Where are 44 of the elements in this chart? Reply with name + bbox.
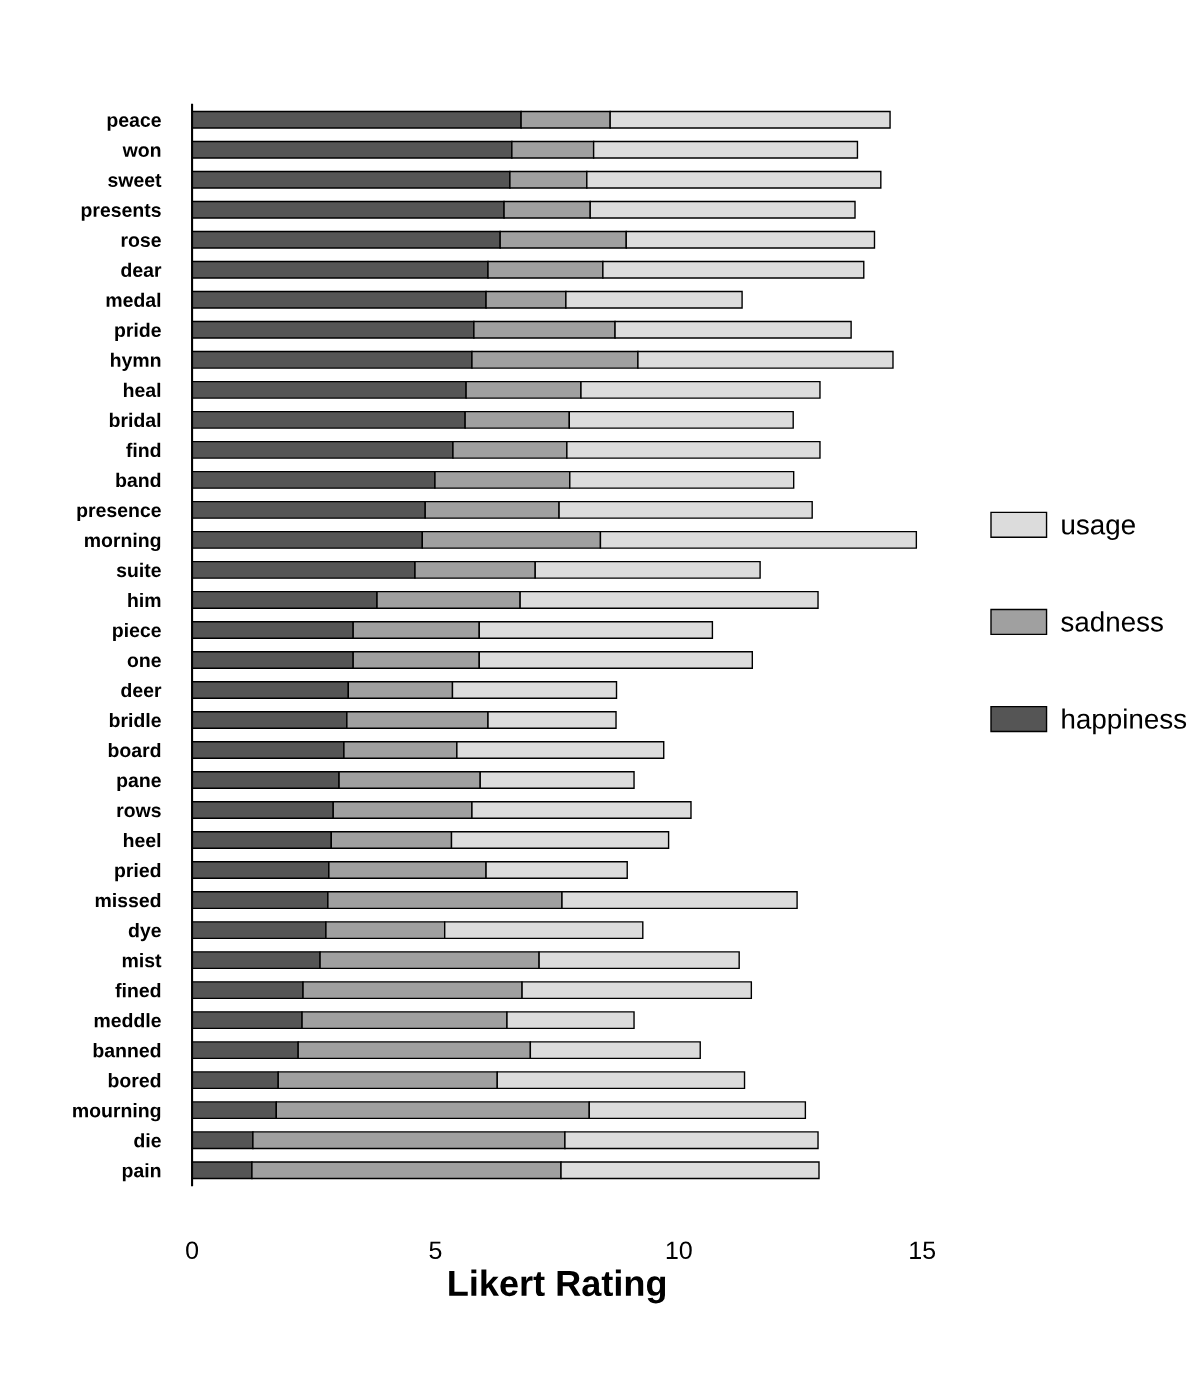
y-tick-label: meddle — [94, 1013, 161, 1028]
y-tick-label: deer — [121, 682, 162, 698]
y-tick-label: band — [116, 472, 161, 488]
y-tick-label: heal — [123, 382, 161, 398]
y-tick-label: rows — [117, 806, 161, 818]
y-tick-label: dye — [128, 923, 161, 942]
y-tick-label: find — [126, 442, 161, 458]
x-tick-label: 5 — [429, 1241, 442, 1260]
y-tick-label: hymn — [111, 352, 161, 371]
x-tick-label: 15 — [910, 1241, 936, 1260]
legend-label: usage — [1062, 519, 1135, 541]
y-tick-label: pride — [115, 322, 161, 341]
legend-label: happiness — [1062, 708, 1187, 735]
y-tick-label: him — [128, 592, 161, 607]
y-tick-label: presence — [77, 506, 161, 521]
y-tick-label: pain — [122, 1163, 161, 1182]
y-tick-label: piece — [113, 622, 161, 642]
legend-label: sadness — [1061, 611, 1163, 632]
y-tick-label: mourning — [73, 1103, 161, 1122]
y-tick-label: pried — [115, 863, 161, 882]
y-tick-label: won — [122, 146, 161, 157]
x-tick-label: 10 — [666, 1241, 692, 1260]
y-tick-label: sweet — [108, 174, 162, 187]
y-tick-label: morning — [85, 532, 161, 552]
y-tick-label: board — [108, 742, 161, 758]
y-tick-label: heel — [123, 833, 161, 848]
y-tick-label: mist — [122, 953, 162, 968]
x-tick-label: 0 — [186, 1241, 199, 1260]
y-tick-label: bridal — [109, 412, 161, 428]
y-tick-label: rose — [121, 236, 161, 247]
y-tick-label: one — [127, 656, 161, 668]
y-tick-label: bridle — [109, 712, 161, 728]
y-tick-label: bored — [108, 1073, 161, 1088]
y-tick-label: pane — [117, 776, 161, 792]
y-tick-label: dear — [121, 262, 162, 278]
y-tick-label: suite — [116, 562, 161, 578]
y-tick-label: missed — [95, 893, 161, 908]
y-tick-label: medal — [106, 292, 161, 308]
y-tick-label: banned — [93, 1043, 161, 1058]
x-axis-title: Likert Rating — [449, 1269, 666, 1304]
y-tick-label: die — [134, 1133, 161, 1148]
y-tick-label: fined — [115, 983, 161, 998]
y-tick-label: presents — [81, 204, 161, 221]
y-tick-label: peace — [107, 116, 161, 131]
